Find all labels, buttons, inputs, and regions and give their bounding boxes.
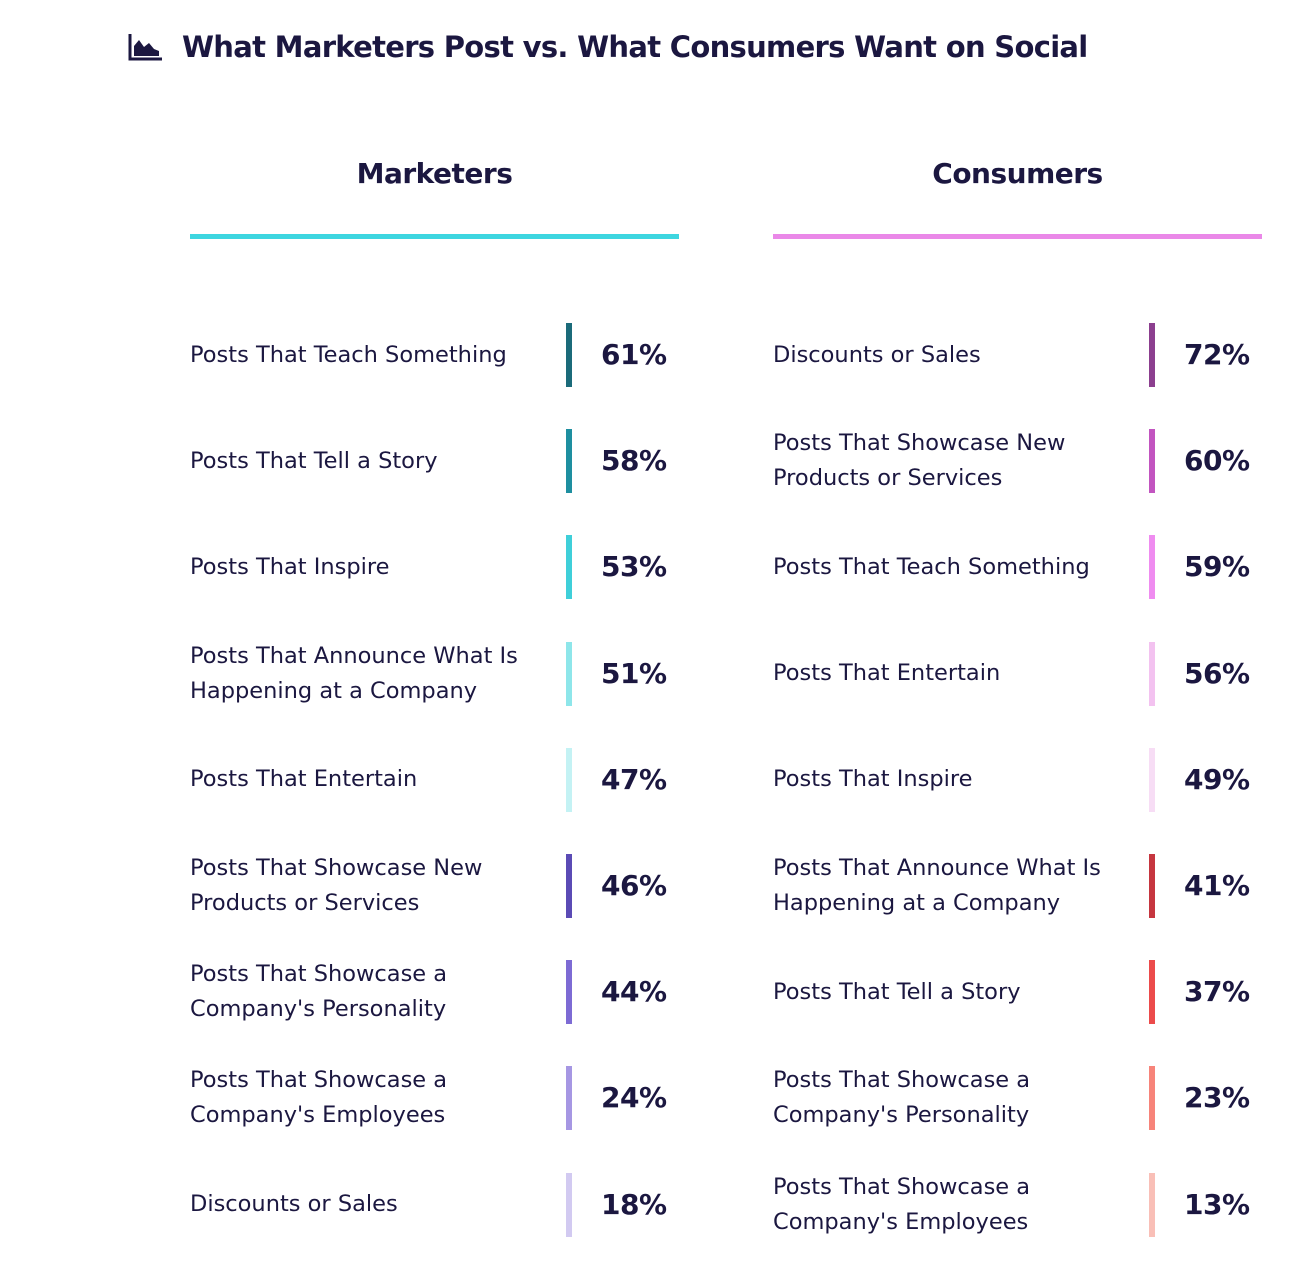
marketers-row: Posts That Entertain 47% (190, 747, 679, 854)
consumers-row-label: Posts That Teach Something (773, 553, 1090, 580)
consumers-row-label: Posts That Tell a Story (773, 978, 1021, 1005)
consumers-row-value: 72% (1184, 338, 1250, 371)
consumers-row: Posts That Announce What Is Happening at… (773, 853, 1262, 960)
marketers-row-label: Discounts or Sales (190, 1191, 398, 1217)
consumers-row-bar (1149, 747, 1155, 812)
marketers-row: Discounts or Sales 18% (190, 1172, 679, 1279)
area-chart-icon (128, 34, 162, 61)
marketers-row-label: Posts That Tell a Story (190, 447, 438, 474)
consumers-row-label: Posts That Showcase a Company's Personal… (773, 1067, 1031, 1129)
marketers-row-label: Posts That Showcase a Company's Personal… (190, 961, 448, 1023)
consumers-row-label: Discounts or Sales (773, 341, 981, 368)
marketers-row-bar (566, 747, 572, 812)
marketers-row-label: Posts That Inspire (190, 553, 390, 580)
consumers-header: Consumers (932, 157, 1103, 190)
consumers-row-bar (1149, 853, 1155, 918)
consumers-row-bar (1149, 1172, 1155, 1237)
marketers-row-value: 58% (601, 444, 667, 478)
marketers-row-label: Posts That Entertain (190, 766, 418, 793)
marketers-row-bar (566, 641, 572, 706)
consumers-rows: Discounts or Sales 72% Posts That Showcase… (773, 323, 1262, 1279)
marketers-row: Posts That Showcase a Company's Employee… (190, 1066, 679, 1172)
consumers-row: Posts That Showcase New Products or Serv… (773, 429, 1262, 535)
consumers-row: Posts That Teach Something 59% (773, 535, 1262, 641)
marketers-row-bar (566, 535, 572, 600)
consumers-row-label: Posts That Announce What Is Happening at… (773, 854, 1101, 916)
marketers-header: Marketers (356, 157, 513, 190)
consumers-row-value: 41% (1184, 868, 1250, 902)
marketers-underline (190, 234, 679, 239)
consumers-row-value: 23% (1184, 1081, 1250, 1115)
consumers-row-bar (1149, 429, 1155, 494)
marketers-row-bar (566, 1172, 572, 1237)
consumers-underline (773, 234, 1262, 239)
consumers-row-label: Posts That Showcase a Company's Employee… (773, 1173, 1031, 1235)
marketers-row-label: Posts That Showcase a Company's Employee… (190, 1067, 448, 1129)
title-row: What Marketers Post vs. What Consumers W… (128, 30, 1088, 64)
chart-title: What Marketers Post vs. What Consumers W… (182, 30, 1088, 64)
marketers-row-value: 24% (601, 1081, 667, 1115)
consumers-row: Posts That Tell a Story 37% (773, 960, 1262, 1066)
marketers-row: Posts That Tell a Story 58% (190, 429, 679, 535)
marketers-row-bar (566, 323, 572, 387)
marketers-row: Posts That Showcase a Company's Personal… (190, 960, 679, 1066)
marketers-row: Posts That Inspire 53% (190, 535, 679, 641)
marketers-row: Posts That Teach Something 61% (190, 323, 679, 429)
marketers-row: Posts That Announce What Is Happening at… (190, 641, 679, 748)
consumers-row-bar (1149, 323, 1155, 387)
consumers-row-value: 60% (1184, 444, 1250, 478)
consumers-row: Discounts or Sales 72% (773, 323, 1262, 429)
marketers-row-bar (566, 960, 572, 1025)
marketers-row-bar (566, 853, 572, 918)
consumers-row: Posts That Showcase a Company's Employee… (773, 1172, 1262, 1279)
marketers-row-label: Posts That Showcase New Products or Serv… (190, 854, 483, 916)
consumers-row-bar (1149, 641, 1155, 706)
consumers-row-bar (1149, 1066, 1155, 1131)
consumers-row-value: 59% (1184, 550, 1250, 584)
consumers-row-bar (1149, 960, 1155, 1025)
marketers-row-value: 61% (601, 338, 667, 371)
consumers-row: Posts That Showcase a Company's Personal… (773, 1066, 1262, 1172)
consumers-row-label: Posts That Inspire (773, 766, 973, 793)
marketers-row-bar (566, 1066, 572, 1131)
marketers-row-value: 46% (601, 868, 667, 902)
consumers-row: Posts That Entertain 56% (773, 641, 1262, 748)
marketers-row-value: 44% (601, 975, 667, 1009)
consumers-row: Posts That Inspire 49% (773, 747, 1262, 854)
consumers-row-bar (1149, 535, 1155, 600)
marketers-row-label: Posts That Announce What Is Happening at… (190, 642, 518, 704)
consumers-row-label: Posts That Entertain (773, 660, 1001, 687)
marketers-rows: Posts That Teach Something 61% Posts That … (190, 323, 679, 1279)
marketers-row-value: 51% (601, 656, 667, 690)
consumers-row-value: 13% (1184, 1187, 1250, 1221)
consumers-column: Consumers Discounts or Sales 72% Posts Tha… (773, 150, 1262, 1237)
marketers-row-bar (566, 429, 572, 494)
marketers-row-label: Posts That Teach Something (190, 341, 507, 368)
marketers-column: Marketers Posts That Teach Something 61% P… (190, 150, 679, 1237)
marketers-row-value: 18% (601, 1187, 667, 1221)
consumers-row-value: 49% (1184, 762, 1250, 796)
marketers-row-value: 53% (601, 550, 667, 584)
marketers-row: Posts That Showcase New Products or Serv… (190, 853, 679, 960)
marketers-row-value: 47% (601, 762, 667, 796)
consumers-row-label: Posts That Showcase New Products or Serv… (773, 430, 1066, 492)
consumers-row-value: 56% (1184, 656, 1250, 690)
consumers-row-value: 37% (1184, 975, 1250, 1009)
